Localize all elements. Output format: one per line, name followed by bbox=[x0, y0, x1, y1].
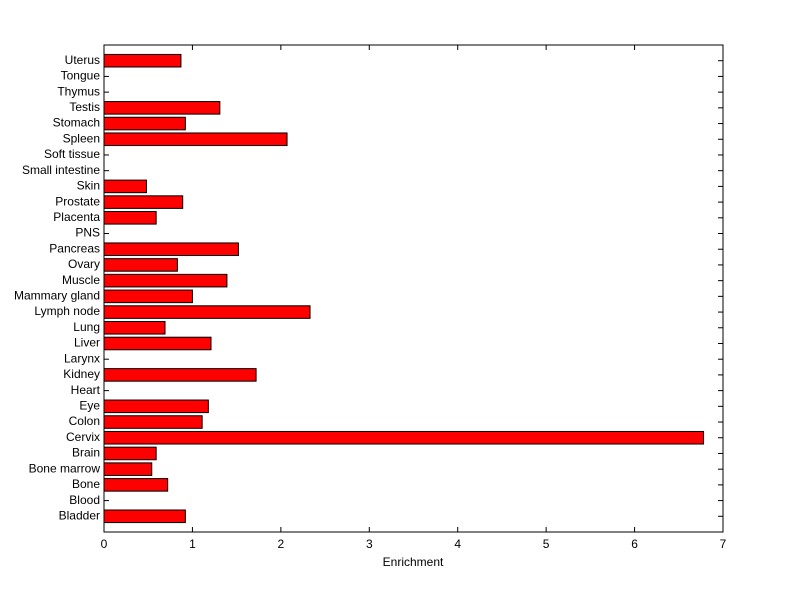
y-tick-label: Tongue bbox=[61, 69, 101, 83]
y-tick-label: Prostate bbox=[55, 194, 100, 208]
x-tick-label: 7 bbox=[720, 537, 727, 551]
x-tick-label: 3 bbox=[366, 537, 373, 551]
y-tick-label: Larynx bbox=[64, 351, 100, 365]
y-tick-label: Muscle bbox=[62, 273, 100, 287]
y-tick-label: Liver bbox=[74, 336, 100, 350]
bar bbox=[103, 211, 157, 225]
bar bbox=[103, 195, 184, 209]
y-tick-label: Testis bbox=[69, 100, 100, 114]
bar bbox=[103, 258, 178, 272]
x-tick-label: 0 bbox=[101, 537, 108, 551]
bar bbox=[103, 415, 203, 429]
bar bbox=[103, 116, 186, 131]
y-tick-label: Blood bbox=[69, 493, 100, 507]
bar bbox=[103, 179, 147, 194]
bar bbox=[103, 399, 209, 414]
bar bbox=[103, 368, 257, 382]
bar bbox=[103, 132, 288, 147]
y-tick-label: Lung bbox=[73, 320, 100, 334]
bar bbox=[103, 101, 221, 115]
bar bbox=[103, 430, 705, 445]
y-tick-label: Small intestine bbox=[22, 163, 100, 177]
bar bbox=[103, 320, 166, 335]
y-tick-label: Mammary gland bbox=[14, 289, 100, 303]
x-tick-label: 2 bbox=[278, 537, 285, 551]
x-tick-label: 6 bbox=[631, 537, 638, 551]
y-tick-label: Lymph node bbox=[34, 304, 100, 318]
bar bbox=[103, 462, 153, 476]
y-tick-label: Soft tissue bbox=[44, 147, 100, 161]
y-tick-label: Colon bbox=[69, 414, 100, 428]
y-tick-label: PNS bbox=[75, 226, 100, 240]
bar bbox=[103, 305, 311, 319]
y-tick-label: Skin bbox=[77, 179, 100, 193]
y-tick-label: Bone bbox=[72, 477, 100, 491]
y-tick-label: Brain bbox=[72, 446, 100, 460]
bar bbox=[103, 336, 212, 351]
y-tick-label: Placenta bbox=[53, 210, 100, 224]
y-tick-label: Eye bbox=[79, 398, 100, 412]
y-tick-label: Thymus bbox=[57, 84, 100, 98]
y-tick-label: Heart bbox=[71, 383, 101, 397]
y-tick-label: Ovary bbox=[68, 257, 100, 271]
y-tick-label: Cervix bbox=[66, 430, 100, 444]
x-tick-label: 4 bbox=[454, 537, 461, 551]
y-tick-label: Uterus bbox=[65, 53, 100, 67]
bar bbox=[103, 53, 182, 68]
x-tick-label: 1 bbox=[189, 537, 196, 551]
y-tick-label: Kidney bbox=[63, 367, 100, 381]
y-tick-label: Bone marrow bbox=[29, 461, 101, 475]
y-tick-label: Pancreas bbox=[49, 241, 100, 255]
bar bbox=[103, 242, 239, 257]
bar bbox=[103, 478, 169, 492]
x-axis-label: Enrichment bbox=[383, 555, 444, 569]
y-tick-label: Stomach bbox=[53, 116, 100, 130]
bar bbox=[103, 509, 186, 524]
bar bbox=[103, 289, 193, 304]
y-tick-label: Spleen bbox=[63, 131, 100, 145]
x-tick-label: 5 bbox=[543, 537, 550, 551]
bar bbox=[103, 446, 157, 461]
y-tick-label: Bladder bbox=[59, 508, 100, 522]
plot-frame bbox=[103, 44, 724, 533]
bar bbox=[103, 273, 228, 288]
